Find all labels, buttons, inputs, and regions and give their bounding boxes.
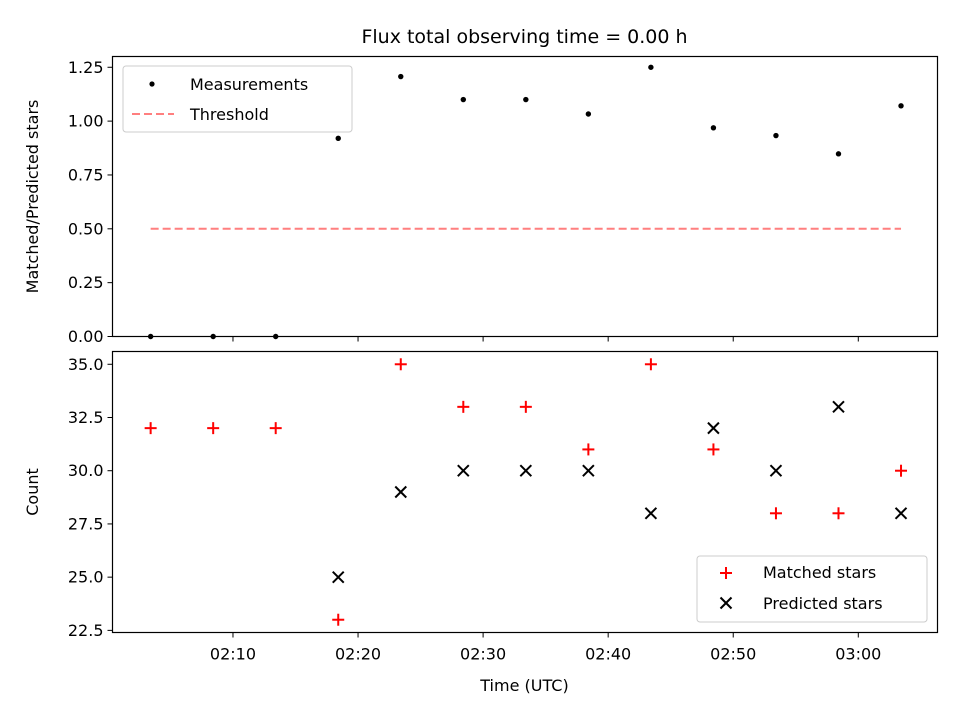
measurement-point <box>773 132 779 139</box>
measurement-point <box>835 151 842 157</box>
legend-predicted-label: Predicted stars <box>763 594 883 613</box>
measurement-point <box>585 111 592 117</box>
bottom-legend: Matched stars Predicted stars <box>696 555 928 623</box>
bottom-ytick-label: 25.0 <box>68 568 104 587</box>
legend-matched-marker <box>720 567 732 579</box>
matched-stars-point <box>332 613 345 626</box>
matched-stars-point <box>457 400 470 413</box>
predicted-stars-point <box>769 464 783 477</box>
measurement-point <box>460 96 467 103</box>
measurement-point <box>335 135 341 142</box>
top-panel: Matched/Predicted stars 0.00 0.25 0.50 0.75… <box>23 55 939 346</box>
x-axis-label: Time (UTC) <box>479 676 568 695</box>
bottom-ytick-label: 35.0 <box>68 355 104 374</box>
legend-measurements-label: Measurements <box>190 75 308 94</box>
bottom-legend-box <box>696 555 928 623</box>
bottom-ytick-label: 30.0 <box>68 461 104 480</box>
bottom-xtick-label: 02:40 <box>585 645 631 664</box>
top-legend-box <box>122 65 353 133</box>
bottom-panel: Count 22.5 25.0 27.5 30.0 32.5 35.0 02:10 02:2… <box>23 350 939 664</box>
bottom-xtick-label: 02:20 <box>335 645 381 664</box>
measurement-point <box>648 64 654 70</box>
bottom-xtick-label: 02:10 <box>210 645 256 664</box>
matched-stars-point <box>769 507 782 520</box>
measurement-point <box>523 96 529 103</box>
measurement-point <box>398 73 404 80</box>
bottom-xtick-label: 03:00 <box>835 645 881 664</box>
predicted-stars-point <box>394 485 407 499</box>
predicted-stars-point <box>832 400 845 414</box>
bottom-x-axis: 02:10 02:20 02:30 02:40 02:50 03:00 <box>210 632 881 664</box>
measurement-point <box>210 333 216 340</box>
top-legend: Measurements Threshold <box>122 65 353 133</box>
top-ylabel: Matched/Predicted stars <box>23 100 42 294</box>
predicted-stars-point <box>894 507 908 520</box>
legend-predicted-marker <box>719 596 733 610</box>
top-ytick-label: 0.00 <box>68 327 104 346</box>
top-x-axis <box>232 336 859 342</box>
measurement-point <box>710 125 717 131</box>
predicted-stars-point <box>707 421 720 435</box>
top-ytick-label: 1.25 <box>68 58 104 77</box>
bottom-ytick-label: 32.5 <box>68 408 104 427</box>
bottom-series <box>144 358 908 626</box>
measurement-point <box>273 333 279 340</box>
bottom-ytick-label: 22.5 <box>68 621 104 640</box>
legend-measurements-marker <box>149 81 155 87</box>
top-ytick-label: 0.25 <box>68 273 104 292</box>
bottom-ylabel: Count <box>23 468 42 516</box>
bottom-y-axis: 22.5 25.0 27.5 30.0 32.5 35.0 <box>68 355 113 640</box>
legend-matched-label: Matched stars <box>763 563 876 582</box>
matched-stars-point <box>519 400 532 413</box>
predicted-stars-point <box>644 507 658 520</box>
matched-stars-point <box>707 443 720 456</box>
top-series <box>147 64 904 340</box>
predicted-stars-point <box>519 464 533 477</box>
matched-stars-point <box>144 422 157 435</box>
matched-stars-point <box>644 358 657 371</box>
matched-stars-point <box>832 507 845 520</box>
bottom-xtick-label: 02:30 <box>460 645 506 664</box>
top-panel-frame <box>111 55 939 338</box>
measurement-point <box>898 103 904 109</box>
matched-stars-point <box>394 358 407 371</box>
matched-stars-point <box>269 422 282 435</box>
top-y-axis: 0.00 0.25 0.50 0.75 1.00 1.25 <box>68 58 113 346</box>
top-ytick-label: 1.00 <box>68 112 104 131</box>
top-ytick-label: 0.75 <box>68 165 104 184</box>
bottom-xtick-label: 02:50 <box>710 645 756 664</box>
predicted-stars-point <box>457 464 470 477</box>
chart-title: Flux total observing time = 0.00 h <box>361 26 687 48</box>
matched-stars-point <box>895 464 908 477</box>
top-ytick-label: 0.50 <box>68 219 104 238</box>
predicted-stars-point <box>582 464 595 477</box>
bottom-ytick-label: 27.5 <box>68 514 104 533</box>
measurement-point <box>147 333 154 340</box>
matched-stars-point <box>582 443 595 456</box>
bottom-panel-frame <box>111 350 939 634</box>
matched-stars-point <box>207 422 220 435</box>
predicted-stars-point <box>332 570 345 584</box>
legend-threshold-label: Threshold <box>189 105 269 124</box>
